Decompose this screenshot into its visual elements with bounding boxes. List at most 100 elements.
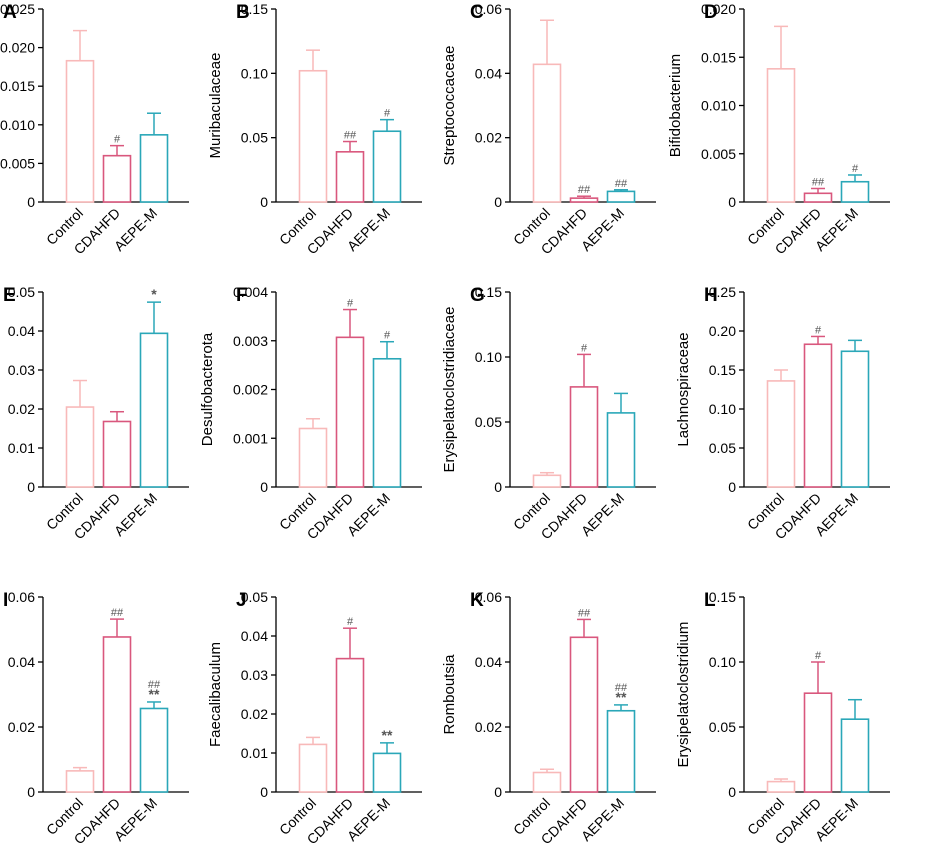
y-axis-label: Lachnospiraceae — [675, 332, 692, 446]
panel-letter: G — [470, 285, 485, 306]
significance-label-cdahfd: ## — [344, 130, 357, 142]
significance-label-cdahfd: ## — [111, 607, 124, 619]
panel-l: L00.050.100.15ErysipelatoclostridiumCont… — [675, 589, 890, 847]
panel-c: C00.020.040.06StreptococcaceaeControl##C… — [441, 1, 656, 257]
y-tick-label: 0 — [728, 784, 736, 800]
panel-g: G00.050.100.15ErysipelatoclostridiaceaeC… — [441, 284, 656, 542]
y-tick-label: 0.06 — [8, 589, 35, 605]
y-tick-label: 0.10 — [475, 349, 502, 365]
bar-cdahfd — [335, 151, 365, 203]
significance-label-cdahfd: ## — [578, 607, 591, 619]
y-tick-label: 0.10 — [709, 401, 736, 417]
y-tick-label: 0.02 — [241, 706, 268, 722]
y-tick-label: 0.020 — [701, 1, 736, 17]
significance-label-aepe-m: ## — [615, 178, 628, 190]
y-tick-label: 0.020 — [0, 40, 35, 56]
y-tick-label: 0.15 — [709, 589, 736, 605]
bar-cdahfd — [335, 336, 365, 488]
y-tick-label: 0.01 — [241, 745, 268, 761]
panel-f: F00.0010.0020.0030.004DesulfobacterotaCo… — [199, 284, 422, 542]
bar-aepe-m — [372, 357, 402, 488]
bar-control — [298, 69, 328, 203]
bar-aepe-m — [840, 718, 870, 793]
bar-cdahfd — [569, 386, 599, 488]
y-axis-label: Bifidobacterium — [667, 54, 684, 157]
significance-label-aepe-m: # — [852, 163, 859, 175]
bar-control — [766, 68, 796, 203]
y-tick-label: 0.02 — [8, 719, 35, 735]
bar-control — [65, 59, 95, 203]
y-axis-label: Muribaculaceae — [207, 53, 224, 159]
bar-control — [532, 474, 562, 488]
panel-letter: C — [470, 2, 484, 23]
bar-control — [532, 63, 562, 203]
y-axis-label: Romboutsia — [441, 654, 458, 735]
bar-aepe-m — [139, 707, 169, 793]
panel-letter: A — [3, 2, 17, 23]
y-tick-label: 0 — [27, 784, 35, 800]
y-tick-label: 0.10 — [709, 654, 736, 670]
significance-label-aepe-m: # — [384, 108, 391, 120]
bar-control — [298, 743, 328, 793]
panel-letter: K — [470, 590, 484, 611]
panel-k: K00.020.040.06RomboutsiaControl##CDAHFD#… — [441, 589, 656, 847]
bar-cdahfd — [569, 197, 599, 203]
bar-cdahfd — [803, 192, 833, 203]
panel-j: J00.010.020.030.040.05FaecalibaculumCont… — [207, 589, 422, 847]
y-tick-label: 0.15 — [709, 362, 736, 378]
significance-label-cdahfd: ## — [578, 184, 591, 196]
y-tick-label: 0.05 — [709, 440, 736, 456]
significance-label-aepe-m: * — [151, 286, 157, 302]
y-tick-label: 0.01 — [8, 440, 35, 456]
y-tick-label: 0.005 — [701, 146, 736, 162]
y-tick-label: 0.002 — [233, 382, 268, 398]
bar-aepe-m — [606, 190, 636, 203]
significance-label-cdahfd: # — [815, 650, 822, 662]
significance-label-aepe-m: ** — [382, 727, 393, 743]
panel-b: B00.050.100.15MuribaculaceaeControl##CDA… — [207, 1, 422, 257]
y-tick-label: 0 — [728, 479, 736, 495]
y-tick-label: 0.003 — [233, 333, 268, 349]
y-tick-label: 0 — [728, 194, 736, 210]
y-tick-label: 0 — [260, 194, 268, 210]
y-tick-label: 0.025 — [0, 1, 35, 17]
y-tick-label: 0.05 — [241, 589, 268, 605]
y-tick-label: 0 — [494, 479, 502, 495]
significance-label-cdahfd: # — [347, 298, 354, 310]
panel-letter: E — [3, 285, 16, 306]
panel-letter: I — [3, 590, 8, 611]
y-tick-label: 0.05 — [475, 414, 502, 430]
panel-letter: F — [236, 285, 248, 306]
bar-aepe-m — [606, 709, 636, 793]
significance-label-cdahfd: # — [815, 324, 822, 336]
y-tick-label: 0.25 — [709, 284, 736, 300]
y-tick-label: 0.04 — [475, 65, 502, 81]
bar-aepe-m — [139, 134, 169, 203]
y-tick-label: 0.03 — [8, 362, 35, 378]
y-tick-label: 0.015 — [0, 78, 35, 94]
significance-label-cdahfd: # — [347, 616, 354, 628]
y-tick-label: 0.04 — [241, 628, 268, 644]
significance-label-aepe-m: ## — [148, 679, 161, 691]
y-tick-label: 0.05 — [8, 284, 35, 300]
y-axis-label: Desulfobacterota — [199, 332, 216, 446]
panel-h: H00.050.100.150.200.25LachnospiraceaeCon… — [675, 284, 890, 542]
y-tick-label: 0.001 — [233, 430, 268, 446]
panel-d: D00.0050.0100.0150.020BifidobacteriumCon… — [667, 1, 890, 257]
panel-letter: H — [704, 285, 718, 306]
panel-letter: D — [704, 2, 718, 23]
panel-letter: B — [236, 2, 250, 23]
panel-a: A00.0050.0100.0150.0200.025Actinobacteri… — [0, 1, 189, 257]
y-tick-label: 0.06 — [475, 589, 502, 605]
y-tick-label: 0.005 — [0, 155, 35, 171]
bar-cdahfd — [335, 657, 365, 793]
y-tick-label: 0 — [27, 194, 35, 210]
y-axis-label: Faecalibaculum — [207, 642, 224, 747]
y-tick-label: 0.02 — [8, 401, 35, 417]
y-tick-label: 0.10 — [241, 65, 268, 81]
y-tick-label: 0.02 — [475, 719, 502, 735]
y-tick-label: 0 — [27, 479, 35, 495]
y-tick-label: 0.010 — [701, 98, 736, 114]
significance-label-aepe-m: ## — [615, 682, 628, 694]
